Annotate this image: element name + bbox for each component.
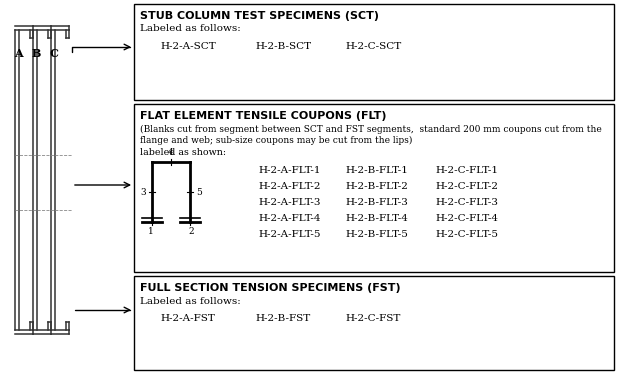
Text: H-2-B-SCT: H-2-B-SCT xyxy=(255,42,311,51)
Text: H-2-C-FLT-2: H-2-C-FLT-2 xyxy=(435,182,498,191)
Text: Labeled as follows:: Labeled as follows: xyxy=(140,24,241,33)
Text: H-2-B-FLT-2: H-2-B-FLT-2 xyxy=(345,182,408,191)
Text: H-2-A-FLT-1: H-2-A-FLT-1 xyxy=(258,166,320,175)
Text: H-2-A-SCT: H-2-A-SCT xyxy=(160,42,215,51)
Text: H-2-A-FLT-2: H-2-A-FLT-2 xyxy=(258,182,320,191)
Text: 3: 3 xyxy=(140,187,146,196)
Text: (Blanks cut from segment between SCT and FST segments,  standard 200 mm coupons : (Blanks cut from segment between SCT and… xyxy=(140,125,602,134)
Text: Labeled as follows:: Labeled as follows: xyxy=(140,297,241,306)
Text: labeled as shown:: labeled as shown: xyxy=(140,148,226,157)
Text: H-2-B-FST: H-2-B-FST xyxy=(255,314,310,323)
Bar xyxy=(134,276,614,370)
Bar xyxy=(134,4,614,100)
Text: H-2-B-FLT-3: H-2-B-FLT-3 xyxy=(345,198,408,207)
Text: STUB COLUMN TEST SPECIMENS (SCT): STUB COLUMN TEST SPECIMENS (SCT) xyxy=(140,11,379,21)
Text: B: B xyxy=(31,48,41,59)
Text: H-2-C-FLT-3: H-2-C-FLT-3 xyxy=(435,198,498,207)
Text: H-2-C-FLT-1: H-2-C-FLT-1 xyxy=(435,166,498,175)
Text: C: C xyxy=(50,48,58,59)
Text: 4: 4 xyxy=(168,148,174,157)
Text: H-2-A-FST: H-2-A-FST xyxy=(160,314,215,323)
Text: H-2-C-FLT-5: H-2-C-FLT-5 xyxy=(435,230,498,239)
Text: H-2-B-FLT-4: H-2-B-FLT-4 xyxy=(345,214,408,223)
Text: H-2-C-FLT-4: H-2-C-FLT-4 xyxy=(435,214,498,223)
Text: H-2-A-FLT-5: H-2-A-FLT-5 xyxy=(258,230,320,239)
Bar xyxy=(134,104,614,272)
Text: H-2-B-FLT-5: H-2-B-FLT-5 xyxy=(345,230,408,239)
Text: H-2-A-FLT-3: H-2-A-FLT-3 xyxy=(258,198,320,207)
Text: H-2-B-FLT-1: H-2-B-FLT-1 xyxy=(345,166,408,175)
Text: 1: 1 xyxy=(148,227,154,236)
Text: A: A xyxy=(14,48,22,59)
Text: H-2-A-FLT-4: H-2-A-FLT-4 xyxy=(258,214,320,223)
Text: H-2-C-FST: H-2-C-FST xyxy=(345,314,401,323)
Text: FLAT ELEMENT TENSILE COUPONS (FLT): FLAT ELEMENT TENSILE COUPONS (FLT) xyxy=(140,111,386,121)
Text: FULL SECTION TENSION SPECIMENS (FST): FULL SECTION TENSION SPECIMENS (FST) xyxy=(140,283,401,293)
Text: flange and web; sub-size coupons may be cut from the lips): flange and web; sub-size coupons may be … xyxy=(140,136,412,145)
Text: 2: 2 xyxy=(188,227,194,236)
Text: 5: 5 xyxy=(196,187,202,196)
Text: H-2-C-SCT: H-2-C-SCT xyxy=(345,42,401,51)
